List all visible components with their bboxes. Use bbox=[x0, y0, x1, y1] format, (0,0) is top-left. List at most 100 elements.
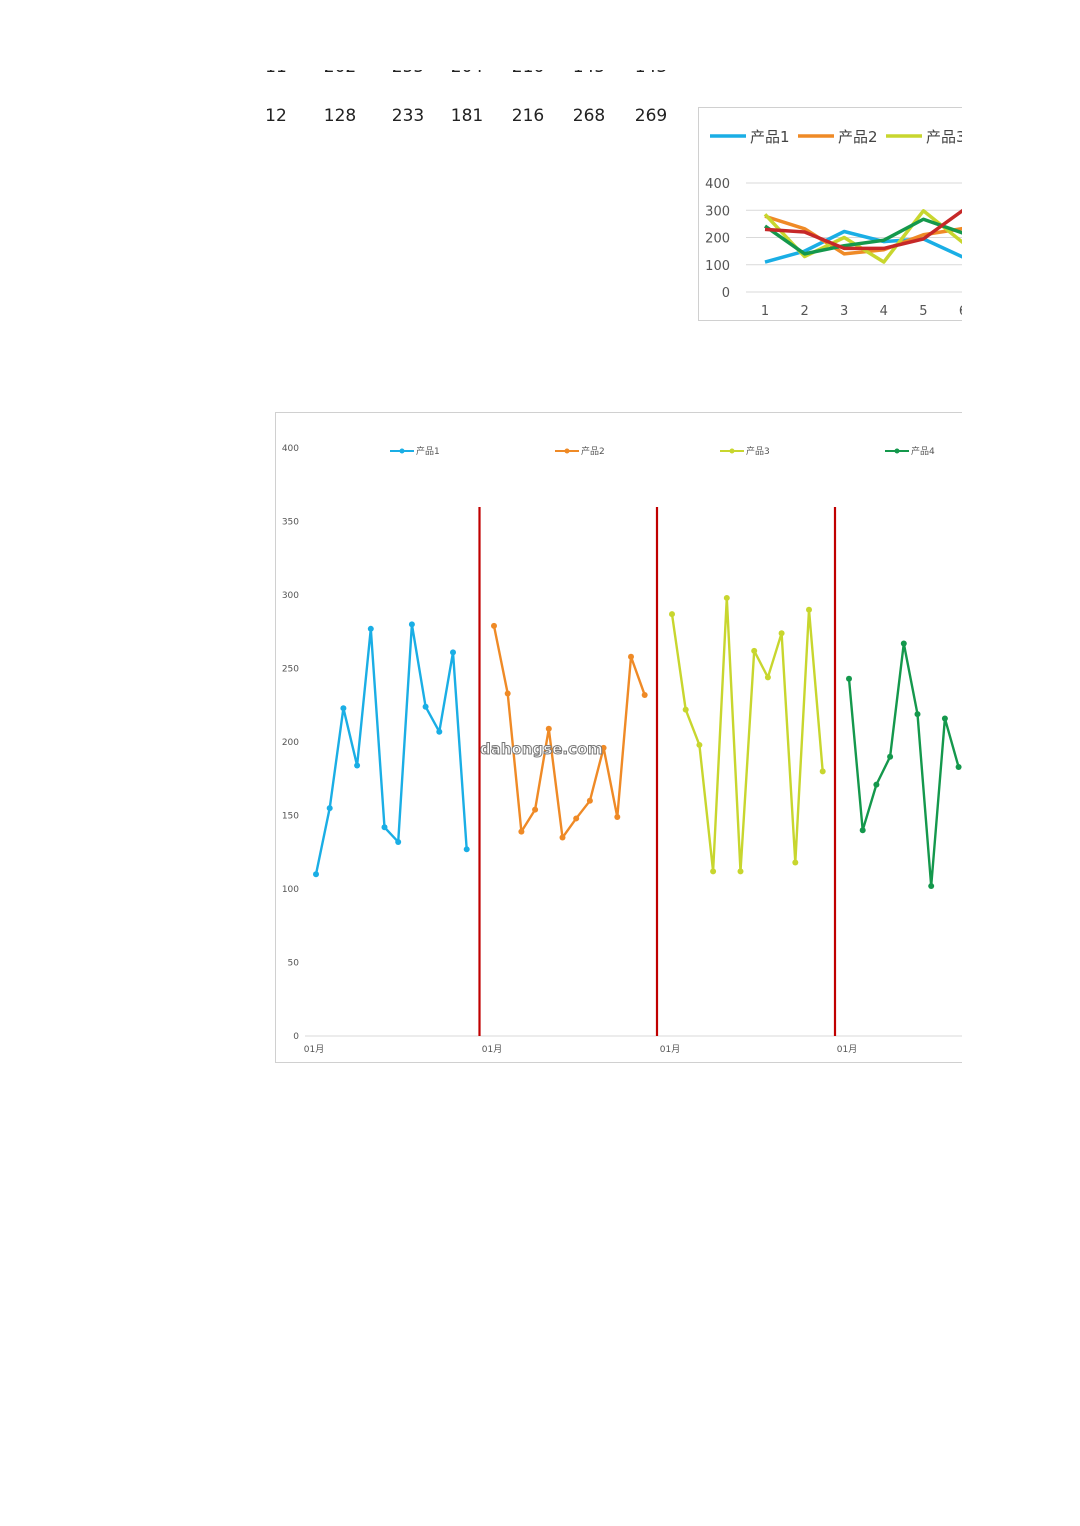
data-point bbox=[586, 797, 593, 804]
y-tick-label: 400 bbox=[705, 177, 730, 192]
legend-label: 产品2 bbox=[581, 445, 605, 457]
data-point bbox=[573, 815, 580, 822]
series-line bbox=[314, 623, 468, 875]
data-point bbox=[614, 813, 621, 820]
x-tick-label: 01月 bbox=[304, 1044, 324, 1055]
data-point bbox=[600, 744, 607, 751]
data-point bbox=[764, 674, 771, 681]
data-point bbox=[723, 594, 730, 601]
data-point bbox=[641, 691, 648, 698]
data-point bbox=[340, 705, 347, 712]
x-tick-label: 3 bbox=[840, 304, 848, 319]
data-point bbox=[792, 859, 799, 866]
data-point bbox=[710, 868, 717, 875]
data-point bbox=[778, 630, 785, 637]
data-point bbox=[669, 611, 675, 618]
data-point bbox=[504, 690, 511, 697]
x-tick-label: 2 bbox=[800, 304, 808, 319]
table-row-partial: 11 202 255 204 216 145 143 bbox=[0, 70, 680, 98]
x-tick-label: 4 bbox=[880, 304, 888, 319]
y-tick-label: 100 bbox=[282, 885, 299, 895]
table-cell: 204 bbox=[437, 70, 497, 77]
data-point bbox=[422, 703, 429, 710]
small-line-chart-frame: 产品1 产品2 产品3 400 300 200 100 0 1 2 3 4 5 6 bbox=[698, 107, 962, 321]
data-point bbox=[491, 622, 497, 629]
y-tick-label: 400 bbox=[282, 444, 299, 454]
y-tick-label: 0 bbox=[722, 286, 730, 301]
legend-label: 产品1 bbox=[416, 445, 440, 457]
table-cell: 216 bbox=[498, 70, 558, 77]
data-table-fragment: 11 202 255 204 216 145 143 12 128 233 18… bbox=[0, 0, 680, 130]
data-point bbox=[395, 838, 402, 845]
watermark-text: dahongse.com bbox=[480, 740, 604, 759]
legend-marker bbox=[564, 448, 570, 454]
data-point bbox=[751, 647, 758, 654]
data-point bbox=[928, 883, 935, 890]
small-line-chart: 产品1 产品2 产品3 400 300 200 100 0 1 2 3 4 5 6 bbox=[698, 107, 962, 321]
data-point bbox=[900, 640, 907, 647]
legend-marker bbox=[399, 448, 405, 454]
data-point bbox=[545, 725, 552, 732]
data-point bbox=[532, 806, 539, 813]
y-tick-label: 200 bbox=[282, 738, 299, 748]
data-point bbox=[450, 649, 456, 656]
series-line bbox=[763, 217, 962, 256]
series-line bbox=[764, 208, 962, 251]
y-tick-label: 150 bbox=[282, 812, 299, 822]
x-tick-label: 1 bbox=[761, 304, 769, 319]
table-cell: 12 bbox=[265, 106, 287, 126]
data-point bbox=[408, 621, 415, 628]
y-tick-label: 200 bbox=[705, 232, 730, 247]
legend-marker bbox=[729, 448, 735, 454]
y-tick-label: 300 bbox=[282, 591, 299, 601]
table-cell: 269 bbox=[634, 106, 668, 126]
data-point bbox=[313, 871, 319, 878]
data-point bbox=[518, 828, 525, 835]
data-point bbox=[436, 728, 443, 735]
data-point bbox=[696, 741, 703, 748]
data-point bbox=[914, 711, 921, 718]
x-tick-label: 5 bbox=[919, 304, 927, 319]
y-tick-label: 300 bbox=[705, 204, 730, 219]
data-point bbox=[873, 781, 880, 788]
table-cell: 145 bbox=[559, 70, 619, 77]
legend-label: 产品1 bbox=[750, 128, 790, 146]
panel-line-chart: 400 350 300 250 200 150 100 50 0 产品1 产品2 产品3 产品4 01月 0… bbox=[275, 412, 962, 1063]
x-tick-label: 6 bbox=[959, 304, 962, 319]
table-cell: 128 bbox=[323, 106, 357, 126]
series-line bbox=[492, 625, 646, 839]
data-point bbox=[846, 675, 852, 682]
legend-label: 产品4 bbox=[911, 445, 935, 457]
y-tick-label: 0 bbox=[293, 1032, 299, 1042]
series-line bbox=[670, 596, 824, 873]
y-tick-label: 50 bbox=[288, 959, 300, 969]
data-point bbox=[806, 606, 812, 613]
data-point bbox=[682, 706, 689, 713]
table-cell: 255 bbox=[378, 70, 438, 77]
x-tick-label: 01月 bbox=[837, 1044, 857, 1055]
x-tick-label: 01月 bbox=[482, 1044, 502, 1055]
chart-border bbox=[698, 107, 962, 321]
y-tick-label: 100 bbox=[705, 259, 730, 274]
table-cell: 233 bbox=[391, 106, 425, 126]
data-point bbox=[737, 868, 744, 875]
data-point bbox=[326, 805, 333, 812]
table-row: 12 128 233 181 216 268 269 bbox=[0, 102, 680, 132]
data-point bbox=[819, 768, 826, 775]
legend-label: 产品3 bbox=[926, 128, 962, 146]
data-point bbox=[463, 846, 470, 853]
series-line bbox=[764, 229, 962, 264]
table-cell: 216 bbox=[511, 106, 545, 126]
panel-line-chart-frame: 400 350 300 250 200 150 100 50 0 产品1 产品2 产品3 产品4 01月 0… bbox=[275, 412, 962, 1063]
legend-label: 产品3 bbox=[746, 445, 770, 457]
table-cell: 268 bbox=[572, 106, 606, 126]
data-point bbox=[559, 834, 566, 841]
data-point bbox=[381, 824, 388, 831]
data-point bbox=[367, 625, 374, 632]
data-point bbox=[859, 827, 866, 834]
table-cell: 202 bbox=[310, 70, 370, 77]
data-point bbox=[941, 715, 948, 722]
legend-marker bbox=[894, 448, 900, 454]
chart-border bbox=[275, 412, 962, 1063]
data-point bbox=[628, 653, 634, 660]
